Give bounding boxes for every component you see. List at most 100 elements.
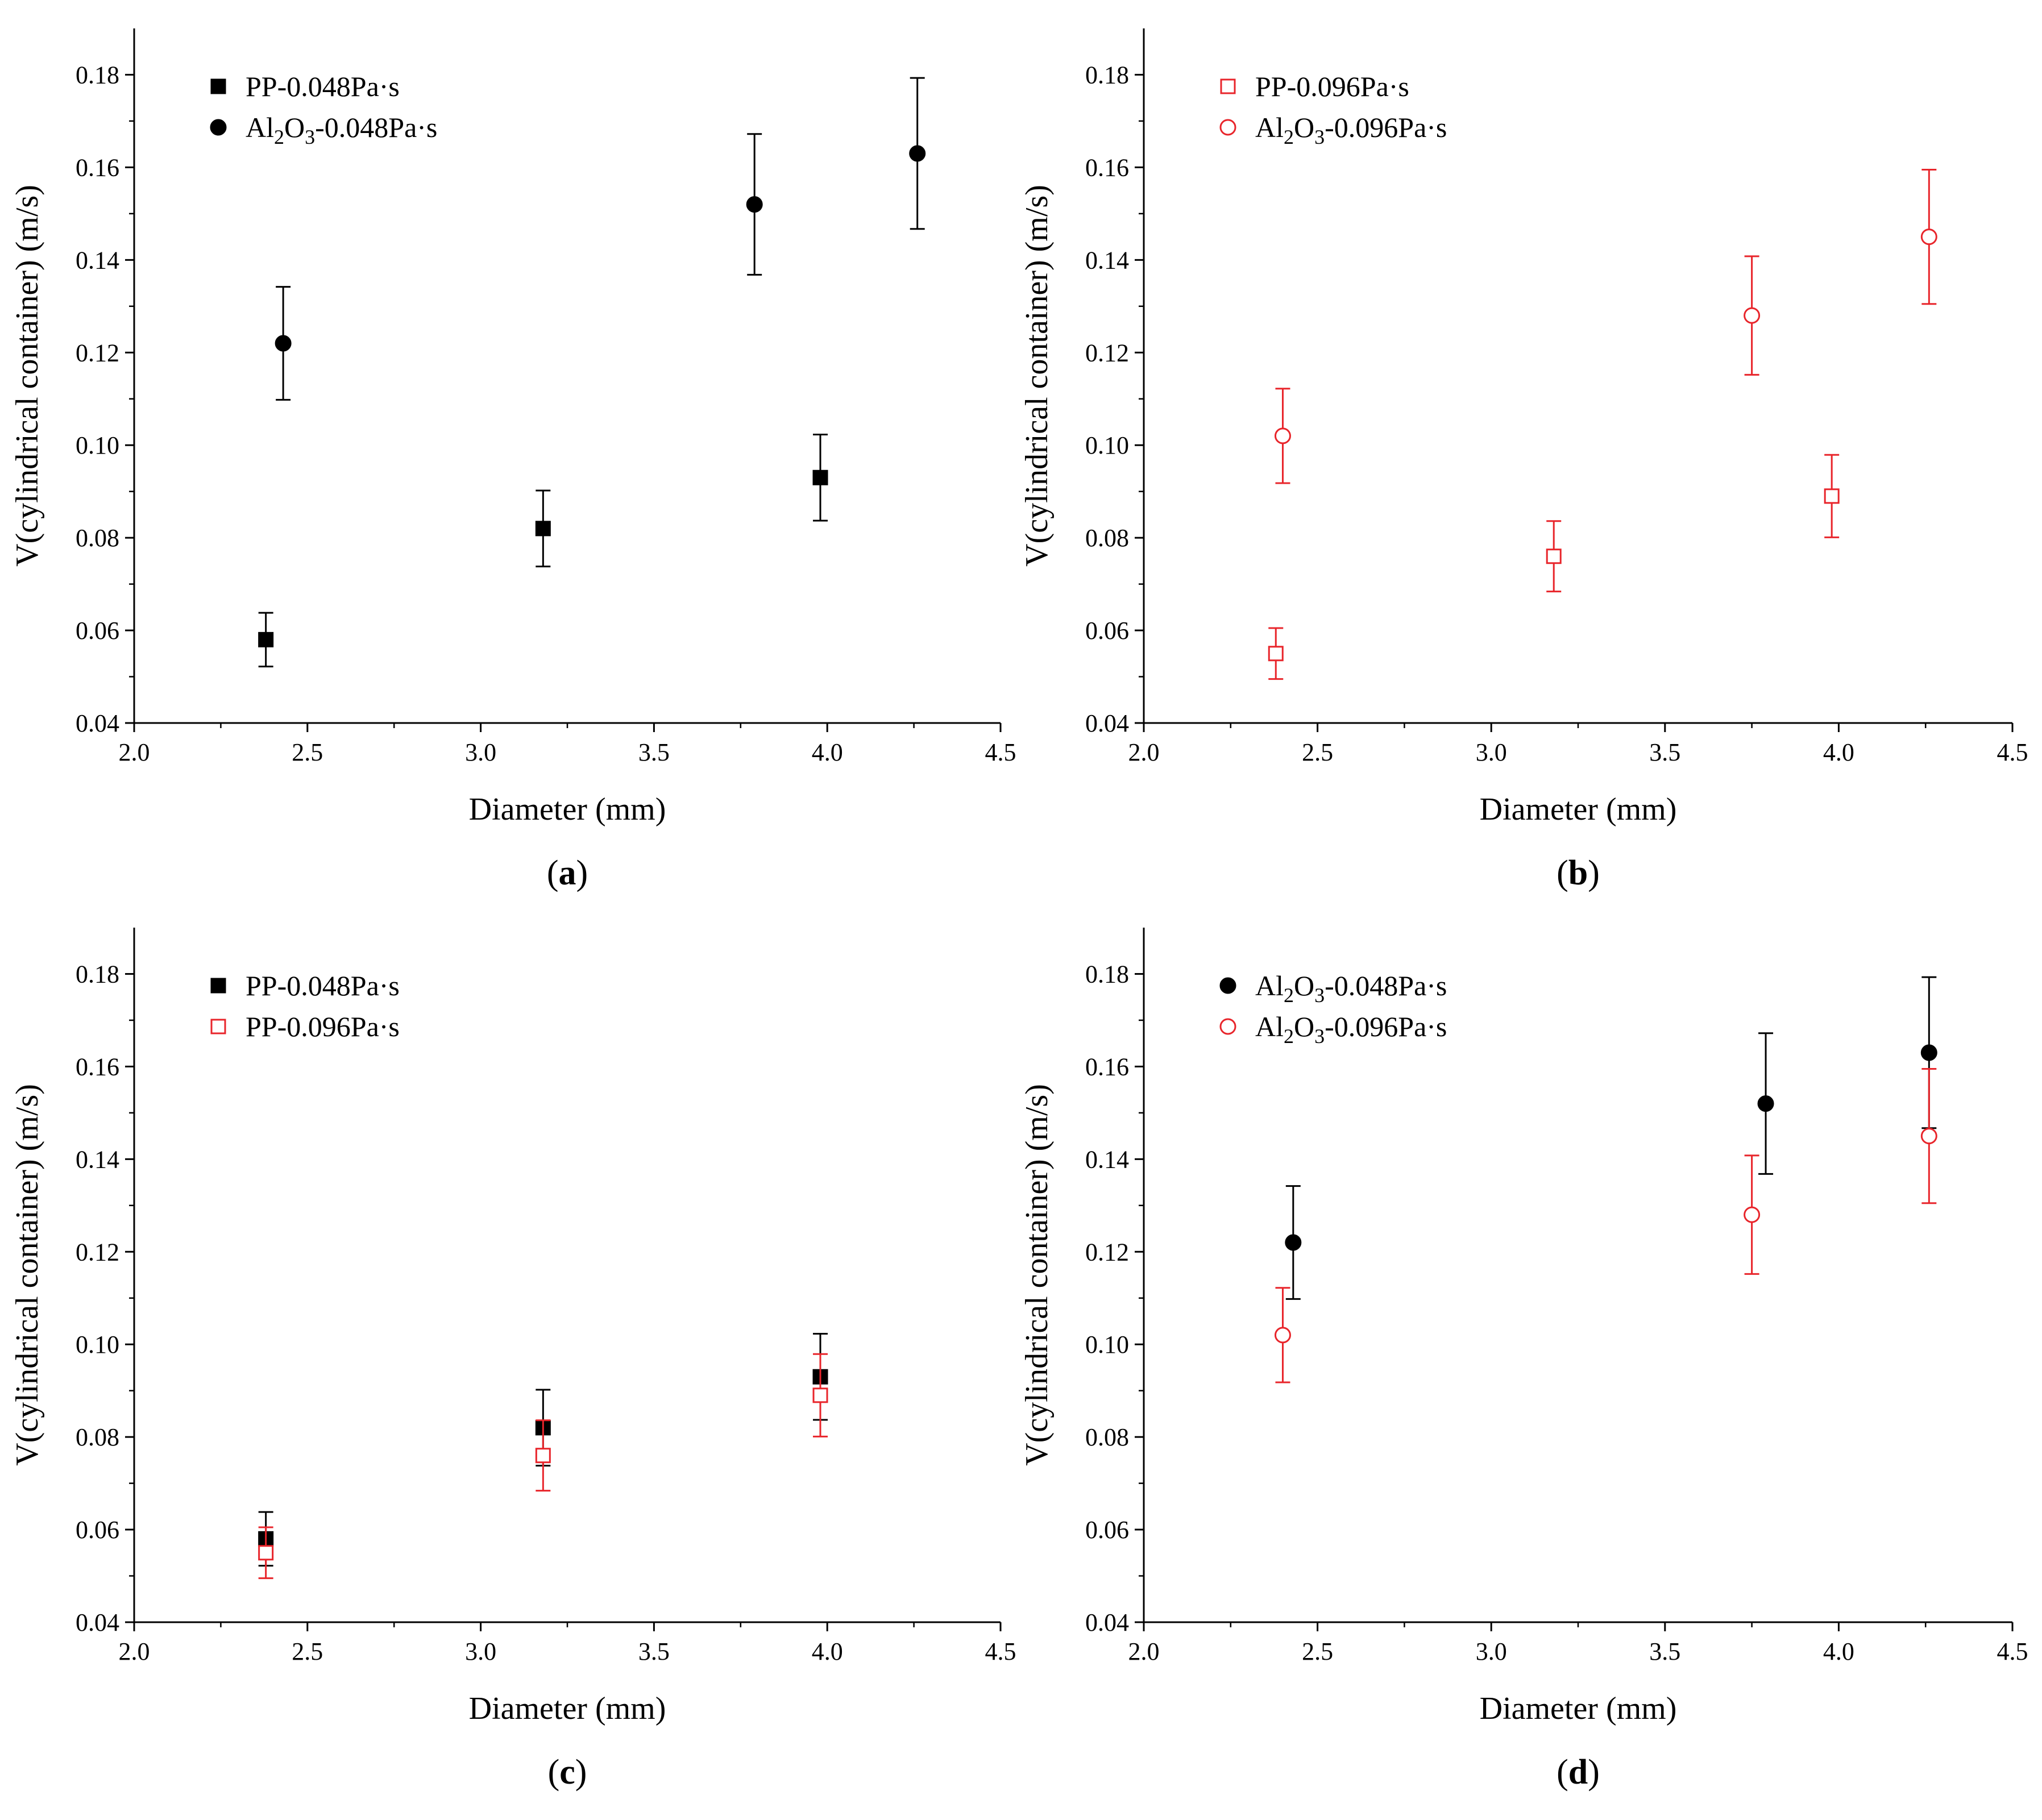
y-tick-label: 0.06 [76, 1516, 119, 1544]
y-tick-label: 0.06 [1085, 617, 1129, 645]
data-point [812, 1387, 828, 1403]
y-tick-label: 0.16 [76, 1053, 119, 1081]
legend-marker [1219, 119, 1236, 136]
x-tick-label: 4.0 [1823, 1638, 1854, 1665]
legend-marker [1220, 78, 1236, 94]
x-axis-title: Diameter (mm) [1480, 1691, 1677, 1726]
panel-b-chart: 2.0 2.5 3.0 3.5 4.0 4.5 0.04 0.06 0.08 0.10 0.12 0.… [1019, 28, 2028, 892]
y-tick-label: 0.12 [76, 339, 119, 367]
data-point [812, 469, 828, 485]
x-tick-label: 2.0 [119, 738, 150, 766]
legend-label: PP-0.048Pa·s [246, 70, 400, 102]
data-point [1285, 1234, 1302, 1251]
x-axis-title: Diameter (mm) [469, 1691, 666, 1726]
x-tick-label: 3.0 [465, 738, 496, 766]
y-tick-label: 0.08 [76, 524, 119, 552]
x-tick-label: 4.5 [1997, 738, 2028, 766]
data-point [1546, 549, 1562, 564]
y-tick-label: 0.16 [1085, 1053, 1129, 1081]
x-tick-label: 3.5 [1649, 1638, 1680, 1665]
y-tick-label: 0.04 [76, 1609, 119, 1636]
y-tick-label: 0.06 [1085, 1516, 1129, 1544]
y-tick-label: 0.14 [1085, 1145, 1129, 1173]
panel-c-chart: 2.0 2.5 3.0 3.5 4.0 4.5 0.04 0.06 0.08 0.10 0.12 0.… [10, 928, 1016, 1792]
x-tick-label: 4.0 [1823, 738, 1854, 766]
y-tick-label: 0.10 [76, 1331, 119, 1358]
data-point [1920, 1128, 1937, 1145]
x-tick-label: 4.5 [985, 1638, 1016, 1665]
y-tick-label: 0.08 [1085, 524, 1129, 552]
x-tick-label: 2.0 [119, 1638, 150, 1665]
legend-label: Al2O3-0.096Pa·s [1255, 1011, 1447, 1048]
series-2 [275, 77, 926, 401]
x-tick-label: 3.5 [1649, 738, 1680, 766]
data-point [258, 631, 274, 647]
y-tick-label: 0.10 [1085, 1331, 1129, 1358]
panel-caption: (c) [548, 1753, 587, 1792]
y-axis-title: V(cylindrical container) (m/s) [10, 1084, 45, 1466]
legend-marker [210, 1019, 226, 1034]
legend: PP-0.048Pa·s PP-0.096Pa·s [210, 970, 400, 1042]
legend: PP-0.048Pa·s Al2O3-0.048Pa·s [210, 70, 437, 148]
y-tick-label: 0.06 [76, 617, 119, 645]
y-tick-label: 0.14 [1085, 246, 1129, 274]
y-axis-title: V(cylindrical container) (m/s) [1019, 1084, 1055, 1466]
legend-marker [210, 119, 227, 136]
data-point [1268, 646, 1284, 662]
series-1 [1268, 454, 1840, 680]
y-tick-label: 0.16 [1085, 153, 1129, 181]
legend-marker [1219, 977, 1236, 994]
x-tick-label: 2.5 [1302, 1638, 1333, 1665]
data-point [1744, 1206, 1761, 1223]
y-tick-label: 0.12 [1085, 339, 1129, 367]
x-axis-title: Diameter (mm) [469, 792, 666, 827]
series-1 [258, 433, 828, 668]
data-point [258, 1545, 274, 1561]
data-point [1744, 307, 1761, 324]
y-tick-label: 0.08 [1085, 1423, 1129, 1451]
data-point [1920, 228, 1937, 246]
x-axis-title: Diameter (mm) [1480, 792, 1677, 827]
x-tick-label: 2.5 [292, 738, 323, 766]
data-point [535, 1448, 551, 1464]
y-tick-label: 0.18 [1085, 61, 1129, 89]
data-point [1824, 488, 1840, 504]
data-point [909, 145, 926, 162]
x-tick-label: 4.0 [812, 738, 843, 766]
data-point [535, 521, 551, 537]
series-2 [1274, 1067, 1937, 1383]
legend-label: PP-0.048Pa·s [246, 970, 400, 1002]
y-tick-label: 0.18 [76, 61, 119, 89]
y-tick-label: 0.18 [1085, 960, 1129, 988]
data-point [275, 335, 292, 352]
y-tick-label: 0.10 [1085, 431, 1129, 459]
y-tick-label: 0.04 [1085, 1609, 1129, 1636]
legend: Al2O3-0.048Pa·s Al2O3-0.096Pa·s [1219, 970, 1447, 1048]
x-tick-label: 2.0 [1128, 1638, 1160, 1665]
y-tick-label: 0.18 [76, 960, 119, 988]
x-tick-label: 3.0 [465, 1638, 496, 1665]
legend-marker [210, 78, 226, 94]
y-tick-label: 0.16 [76, 153, 119, 181]
legend-marker [1219, 1018, 1236, 1035]
x-tick-label: 4.0 [812, 1638, 843, 1665]
legend-label: PP-0.096Pa·s [1255, 70, 1409, 102]
panel-caption: (d) [1557, 1753, 1600, 1792]
y-tick-label: 0.10 [76, 431, 119, 459]
x-tick-label: 2.5 [292, 1638, 323, 1665]
panel-d-chart: 2.0 2.5 3.0 3.5 4.0 4.5 0.04 0.06 0.08 0.10 0.12 0.… [1019, 928, 2028, 1792]
panel-a-chart: 2.0 2.5 3.0 3.5 4.0 4.5 0.04 0.06 0.08 0.10 0.12 0.… [10, 28, 1016, 892]
y-axis-title: V(cylindrical container) (m/s) [10, 185, 45, 567]
y-axis-title: V(cylindrical container) (m/s) [1019, 185, 1055, 567]
legend: PP-0.096Pa·s Al2O3-0.096Pa·s [1219, 70, 1447, 148]
series-1 [1285, 976, 1937, 1300]
data-point [1274, 427, 1291, 444]
data-point [746, 196, 763, 213]
panel-caption: (b) [1557, 854, 1600, 892]
y-tick-label: 0.14 [76, 1145, 119, 1173]
y-tick-label: 0.08 [76, 1423, 119, 1451]
series-2 [1274, 168, 1937, 484]
x-tick-label: 3.5 [638, 738, 670, 766]
legend-label: Al2O3-0.048Pa·s [1255, 970, 1447, 1007]
